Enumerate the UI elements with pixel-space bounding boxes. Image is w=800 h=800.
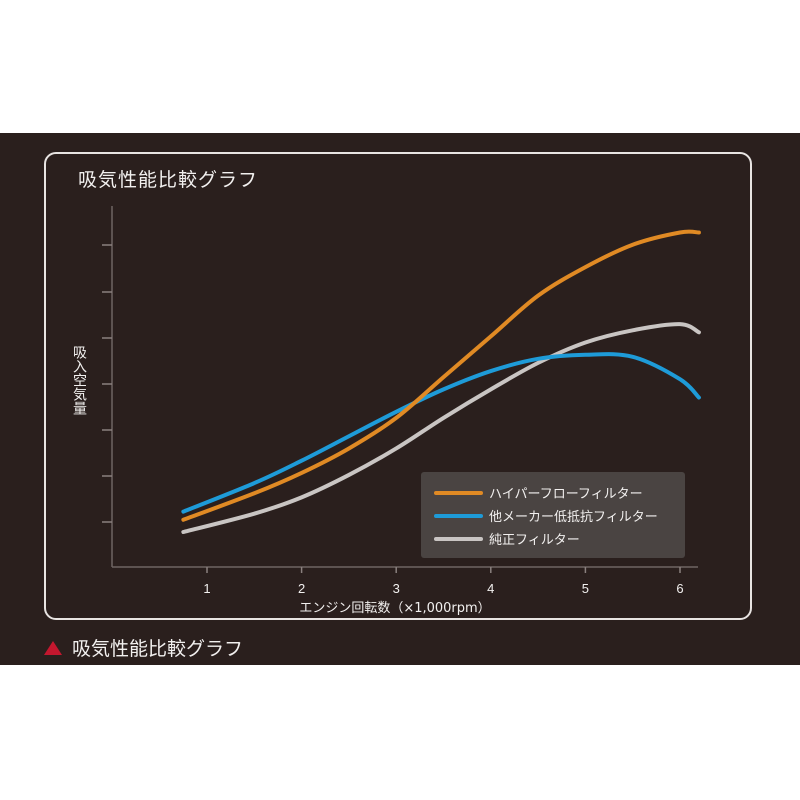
- y-axis-label: 吸入空気量: [71, 345, 87, 415]
- series-line-1: [181, 229, 701, 522]
- x-tick-label: 3: [393, 581, 400, 596]
- x-tick-label: 6: [676, 581, 683, 596]
- series-line-3: [181, 322, 701, 534]
- chart-title: 吸気性能比較グラフ: [78, 169, 259, 191]
- red-triangle-icon: [44, 640, 62, 655]
- legend-box: [421, 472, 685, 558]
- x-tick-label: 1: [203, 581, 210, 596]
- x-tick-label: 5: [582, 581, 589, 596]
- dark-background-band: [0, 133, 800, 665]
- x-axis-label: エンジン回転数（×1,000rpm）: [299, 601, 490, 616]
- x-tick-label: 4: [487, 581, 494, 596]
- figure-caption: 吸気性能比較グラフ: [44, 634, 243, 661]
- series-line-2: [181, 352, 701, 514]
- x-tick-label: 2: [298, 581, 305, 596]
- legend-label: 他メーカー低抵抗フィルター: [489, 510, 658, 525]
- legend-label: ハイパーフローフィルター: [489, 487, 643, 502]
- figure-caption-text: 吸気性能比較グラフ: [72, 638, 244, 660]
- chart-frame: [44, 152, 752, 620]
- legend-label: 純正フィルター: [489, 533, 580, 548]
